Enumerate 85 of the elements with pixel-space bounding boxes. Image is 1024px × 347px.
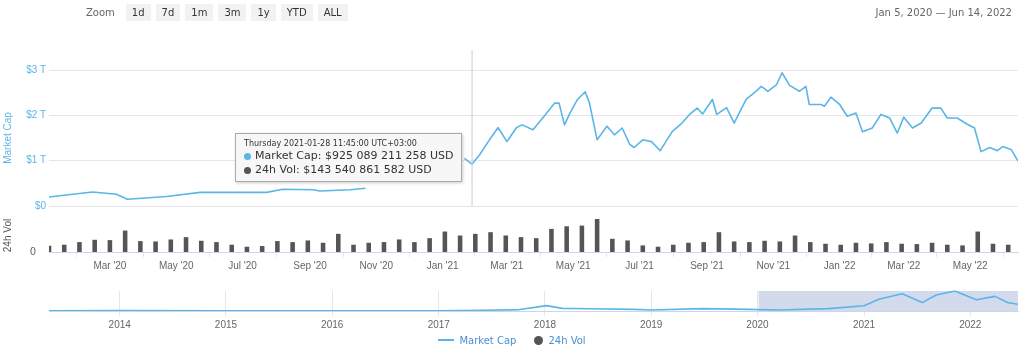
bar xyxy=(412,242,417,252)
x-tick-label: 2017 xyxy=(427,318,451,330)
x-tick-label: 2016 xyxy=(321,318,344,330)
x-tick-label: May '20 xyxy=(158,259,195,271)
bar xyxy=(549,228,554,252)
x-tick-label: Mar '20 xyxy=(93,259,127,271)
x-tick-label: Jul '20 xyxy=(228,259,258,271)
x-tick-label: Jul '21 xyxy=(625,259,655,271)
bar xyxy=(625,240,630,252)
x-tick-label: Mar '22 xyxy=(887,259,921,271)
text: 1y xyxy=(251,4,276,21)
bar xyxy=(899,243,904,252)
bar xyxy=(777,241,783,252)
text: YTD xyxy=(280,4,313,21)
bar xyxy=(396,239,402,252)
bar xyxy=(884,242,889,252)
bar xyxy=(61,244,67,252)
bar xyxy=(138,241,143,252)
text: 1d xyxy=(125,4,151,21)
bar xyxy=(214,242,219,252)
x-tick-label: May '22 xyxy=(952,259,988,271)
bar xyxy=(762,240,767,252)
x-tick-label: Jan '21 xyxy=(426,259,460,271)
y-tick-label: $0 xyxy=(34,199,47,211)
bar xyxy=(823,243,828,252)
bar xyxy=(503,235,509,252)
x-tick-label: 2020 xyxy=(746,318,770,330)
x-tick-label: 2014 xyxy=(108,318,132,330)
text: ALL xyxy=(317,4,348,21)
x-tick-label: 2021 xyxy=(852,318,876,330)
y-tick-label: $1 T xyxy=(26,154,46,166)
legend-label: 24h Vol xyxy=(548,334,586,346)
bar xyxy=(77,242,82,252)
bar xyxy=(960,245,965,252)
x-tick-label: Jan '22 xyxy=(823,259,857,271)
y-tick-label: $2 T xyxy=(26,109,46,121)
bar xyxy=(731,241,737,252)
bar xyxy=(275,241,280,252)
text: 7d xyxy=(155,4,181,21)
x-tick-label: Nov '20 xyxy=(359,259,394,271)
bar xyxy=(670,244,676,252)
x-tick-label: Mar '21 xyxy=(490,259,524,271)
bar xyxy=(198,240,204,252)
annotation: Thursday 2021-01-28 11:45:00 UTC+03:00 Market Cap: $925 089 211 258 USD 24h Vol: $143 540 861 582 USD xyxy=(244,138,454,178)
bar xyxy=(427,238,432,252)
bar xyxy=(975,231,981,252)
legend-label: Market Cap xyxy=(459,334,517,346)
bar xyxy=(747,242,752,252)
bar xyxy=(838,244,844,252)
bar xyxy=(686,242,691,252)
bar xyxy=(701,242,706,252)
bar xyxy=(366,242,372,252)
bar xyxy=(229,244,234,252)
text: 0 xyxy=(29,245,37,257)
text: 3m xyxy=(218,4,247,21)
bar xyxy=(564,226,569,252)
x-tick-label: 2018 xyxy=(533,318,557,330)
text: 1m xyxy=(185,4,214,21)
bar xyxy=(168,239,174,252)
text: Jan 5, 2020 — Jun 14, 2022 xyxy=(875,7,1012,18)
x-tick-label: Sep '21 xyxy=(690,259,725,271)
bar xyxy=(488,232,493,252)
text: Zoom xyxy=(85,6,116,20)
bar xyxy=(351,244,356,252)
x-tick-label: 2019 xyxy=(640,318,663,330)
bar xyxy=(808,242,813,252)
bar xyxy=(640,245,646,252)
bar xyxy=(305,240,311,252)
bar xyxy=(290,242,295,252)
y-tick-label: $3 T xyxy=(26,63,46,75)
bar xyxy=(92,239,97,252)
bar xyxy=(473,233,478,252)
bar xyxy=(336,233,341,252)
x-tick-label: Sep '20 xyxy=(293,259,328,271)
bar xyxy=(945,244,950,252)
bar xyxy=(610,238,615,252)
y-axis-title: Market Cap xyxy=(1,111,13,164)
y-axis-title: 24h Vol xyxy=(1,218,13,253)
bar xyxy=(533,238,539,252)
x-tick-label: Nov '21 xyxy=(756,259,791,271)
x-tick-label: May '21 xyxy=(555,259,591,271)
x-tick-label: 2022 xyxy=(959,318,982,330)
bar xyxy=(153,241,158,252)
x-tick-label: 2015 xyxy=(214,318,238,330)
bar xyxy=(868,243,874,252)
